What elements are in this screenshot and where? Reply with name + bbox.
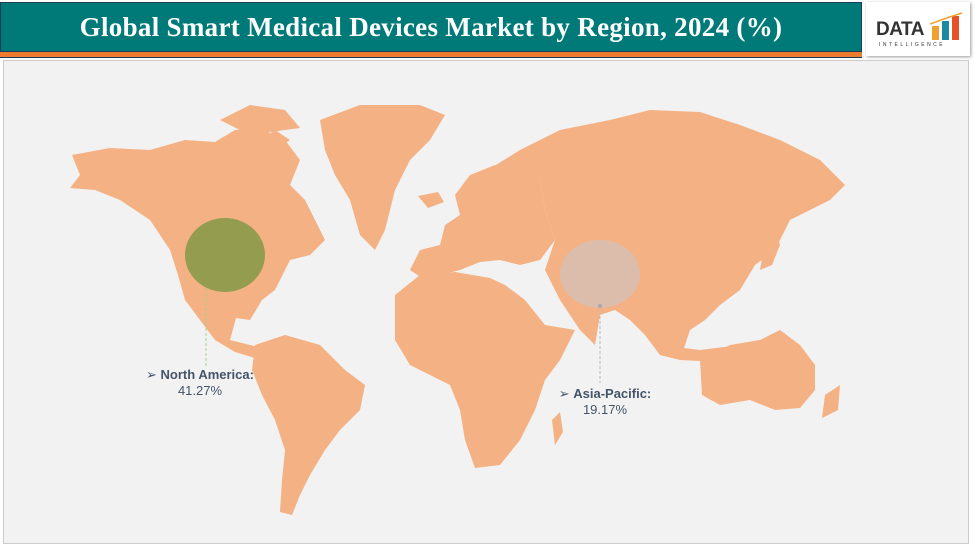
new-zealand (822, 385, 840, 418)
title-bar: Global Smart Medical Devices Market by R… (0, 2, 862, 52)
australia (700, 330, 815, 410)
page-title: Global Smart Medical Devices Market by R… (79, 11, 783, 42)
north-america-value: 41.27% (177, 383, 223, 398)
africa (395, 272, 575, 468)
japan (760, 225, 780, 270)
logo-subtext: INTELLIGENCE (879, 42, 946, 48)
logo-bars-icon (930, 12, 963, 40)
logo-text: DATA (876, 19, 924, 40)
asia-pacific-label: ➢ Asia-Pacific: 19.17% (545, 386, 665, 418)
north-america-label: ➢ North America: 41.27% (135, 367, 265, 399)
madagascar (552, 412, 563, 445)
north-america-bubble (185, 218, 265, 292)
iceland (418, 192, 444, 208)
greenland (320, 105, 445, 250)
arrow-right-icon: ➢ (558, 386, 574, 401)
logo: DATA INTELLIGENCE (866, 2, 970, 56)
arctic-islands (220, 105, 300, 150)
asia-pacific-value: 19.17% (582, 402, 628, 417)
south-america (252, 335, 365, 515)
arrow-right-icon: ➢ (146, 367, 161, 382)
asia-pacific-bubble (560, 240, 640, 308)
europe (410, 165, 555, 280)
accent-stripe (0, 52, 862, 58)
